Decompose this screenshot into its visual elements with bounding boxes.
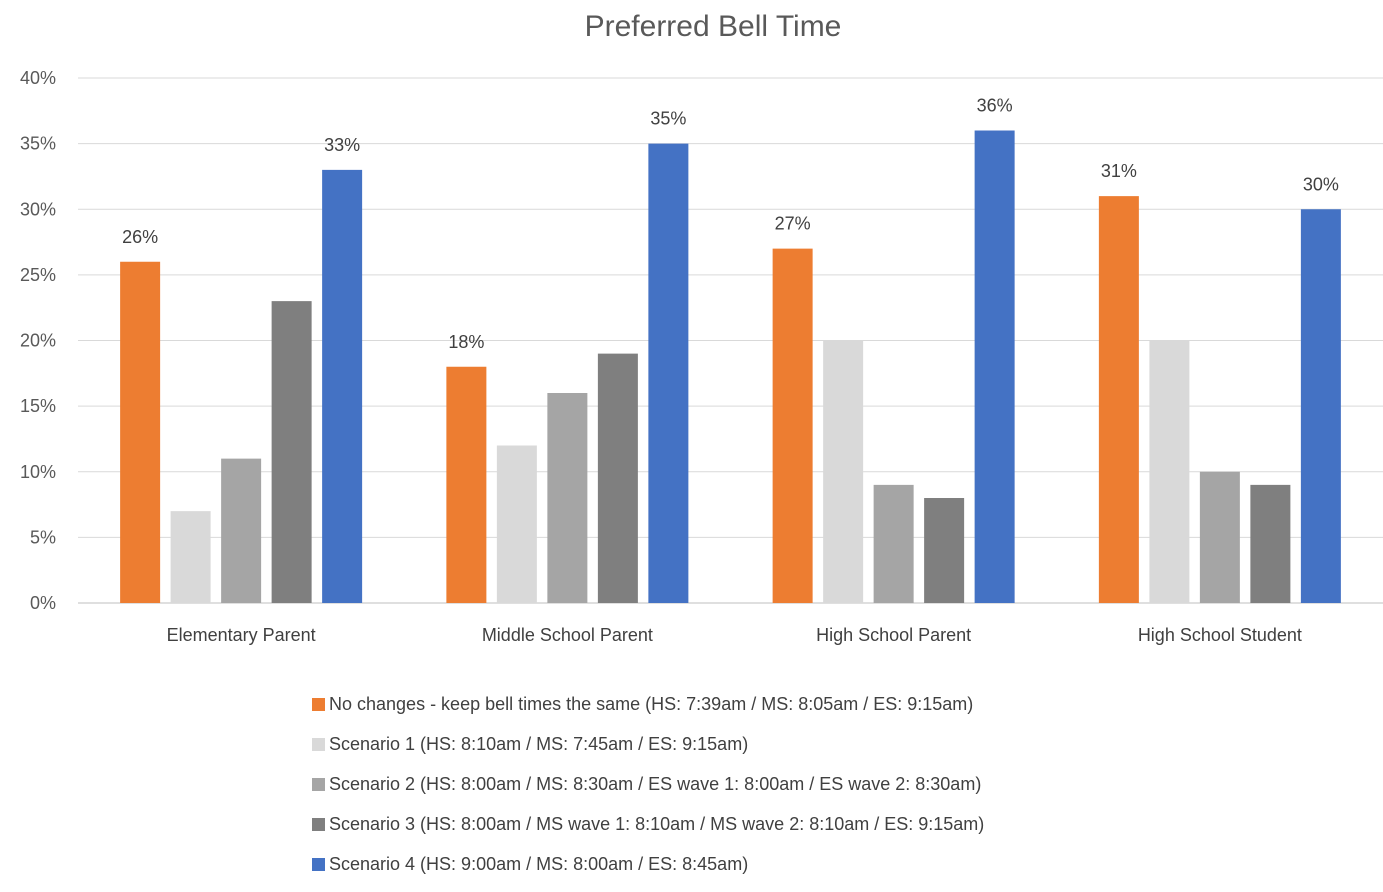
y-tick-label: 0%: [30, 593, 56, 613]
bars: [120, 130, 1341, 603]
category-label: Elementary Parent: [167, 625, 316, 645]
bar: [170, 511, 211, 603]
y-tick-label: 35%: [20, 134, 56, 154]
bar: [322, 169, 363, 603]
data-label: 18%: [448, 332, 484, 352]
bar: [120, 261, 161, 603]
legend-item: Scenario 4 (HS: 9:00am / MS: 8:00am / ES…: [312, 844, 984, 884]
bar: [1300, 209, 1341, 603]
category-label: Middle School Parent: [482, 625, 653, 645]
bar: [271, 301, 312, 603]
bar: [1250, 484, 1291, 603]
bar: [1098, 196, 1139, 603]
y-tick-label: 5%: [30, 527, 56, 547]
legend-item: Scenario 1 (HS: 8:10am / MS: 7:45am / ES…: [312, 724, 984, 764]
legend-swatch: [312, 697, 325, 711]
y-tick-label: 40%: [20, 68, 56, 88]
legend-swatch: [312, 737, 325, 751]
bar: [648, 143, 689, 603]
legend-item: Scenario 3 (HS: 8:00am / MS wave 1: 8:10…: [312, 804, 984, 844]
bar: [772, 248, 813, 603]
y-tick-label: 15%: [20, 396, 56, 416]
legend-label: Scenario 2 (HS: 8:00am / MS: 8:30am / ES…: [329, 773, 982, 794]
bar-chart: Preferred Bell Time 0% 5% 10% 15% 20% 25% 30% 3…: [20, 10, 1383, 645]
bar: [496, 445, 537, 603]
bar: [547, 393, 588, 603]
bar: [823, 340, 864, 603]
y-tick-label: 25%: [20, 265, 56, 285]
y-axis-ticks: 0% 5% 10% 15% 20% 25% 30% 35% 40%: [20, 68, 56, 613]
bar: [924, 498, 965, 603]
data-label: 36%: [977, 96, 1013, 116]
x-axis-categories: Elementary Parent Middle School Parent Hig…: [167, 625, 1302, 645]
bar: [446, 366, 487, 603]
data-label: 27%: [775, 214, 811, 234]
legend: No changes - keep bell times the same (H…: [312, 684, 984, 884]
chart-title: Preferred Bell Time: [585, 10, 842, 43]
y-tick-label: 30%: [20, 199, 56, 219]
y-tick-label: 20%: [20, 331, 56, 351]
legend-swatch: [312, 857, 325, 871]
data-labels: 26% 33% 18% 35% 27% 36% 31% 30%: [122, 96, 1339, 352]
legend-label: No changes - keep bell times the same (H…: [329, 693, 974, 714]
bar: [1199, 471, 1240, 603]
legend-item: Scenario 2 (HS: 8:00am / MS: 8:30am / ES…: [312, 764, 984, 804]
data-label: 30%: [1303, 174, 1339, 194]
bar: [221, 458, 262, 603]
y-tick-label: 10%: [20, 462, 56, 482]
legend-label: Scenario 4 (HS: 9:00am / MS: 8:00am / ES…: [329, 853, 749, 874]
legend-swatch: [312, 777, 325, 791]
category-label: High School Parent: [816, 625, 971, 645]
legend-swatch: [312, 817, 325, 831]
bar: [1149, 340, 1190, 603]
bar: [597, 353, 638, 603]
legend-label: Scenario 1 (HS: 8:10am / MS: 7:45am / ES…: [329, 733, 749, 754]
legend-label: Scenario 3 (HS: 8:00am / MS wave 1: 8:10…: [329, 813, 985, 834]
data-label: 26%: [122, 227, 158, 247]
bar: [974, 130, 1015, 603]
data-label: 33%: [324, 135, 360, 155]
data-label: 35%: [650, 109, 686, 129]
legend-item: No changes - keep bell times the same (H…: [312, 684, 984, 724]
category-label: High School Student: [1138, 625, 1302, 645]
bar: [873, 484, 914, 603]
data-label: 31%: [1101, 161, 1137, 181]
